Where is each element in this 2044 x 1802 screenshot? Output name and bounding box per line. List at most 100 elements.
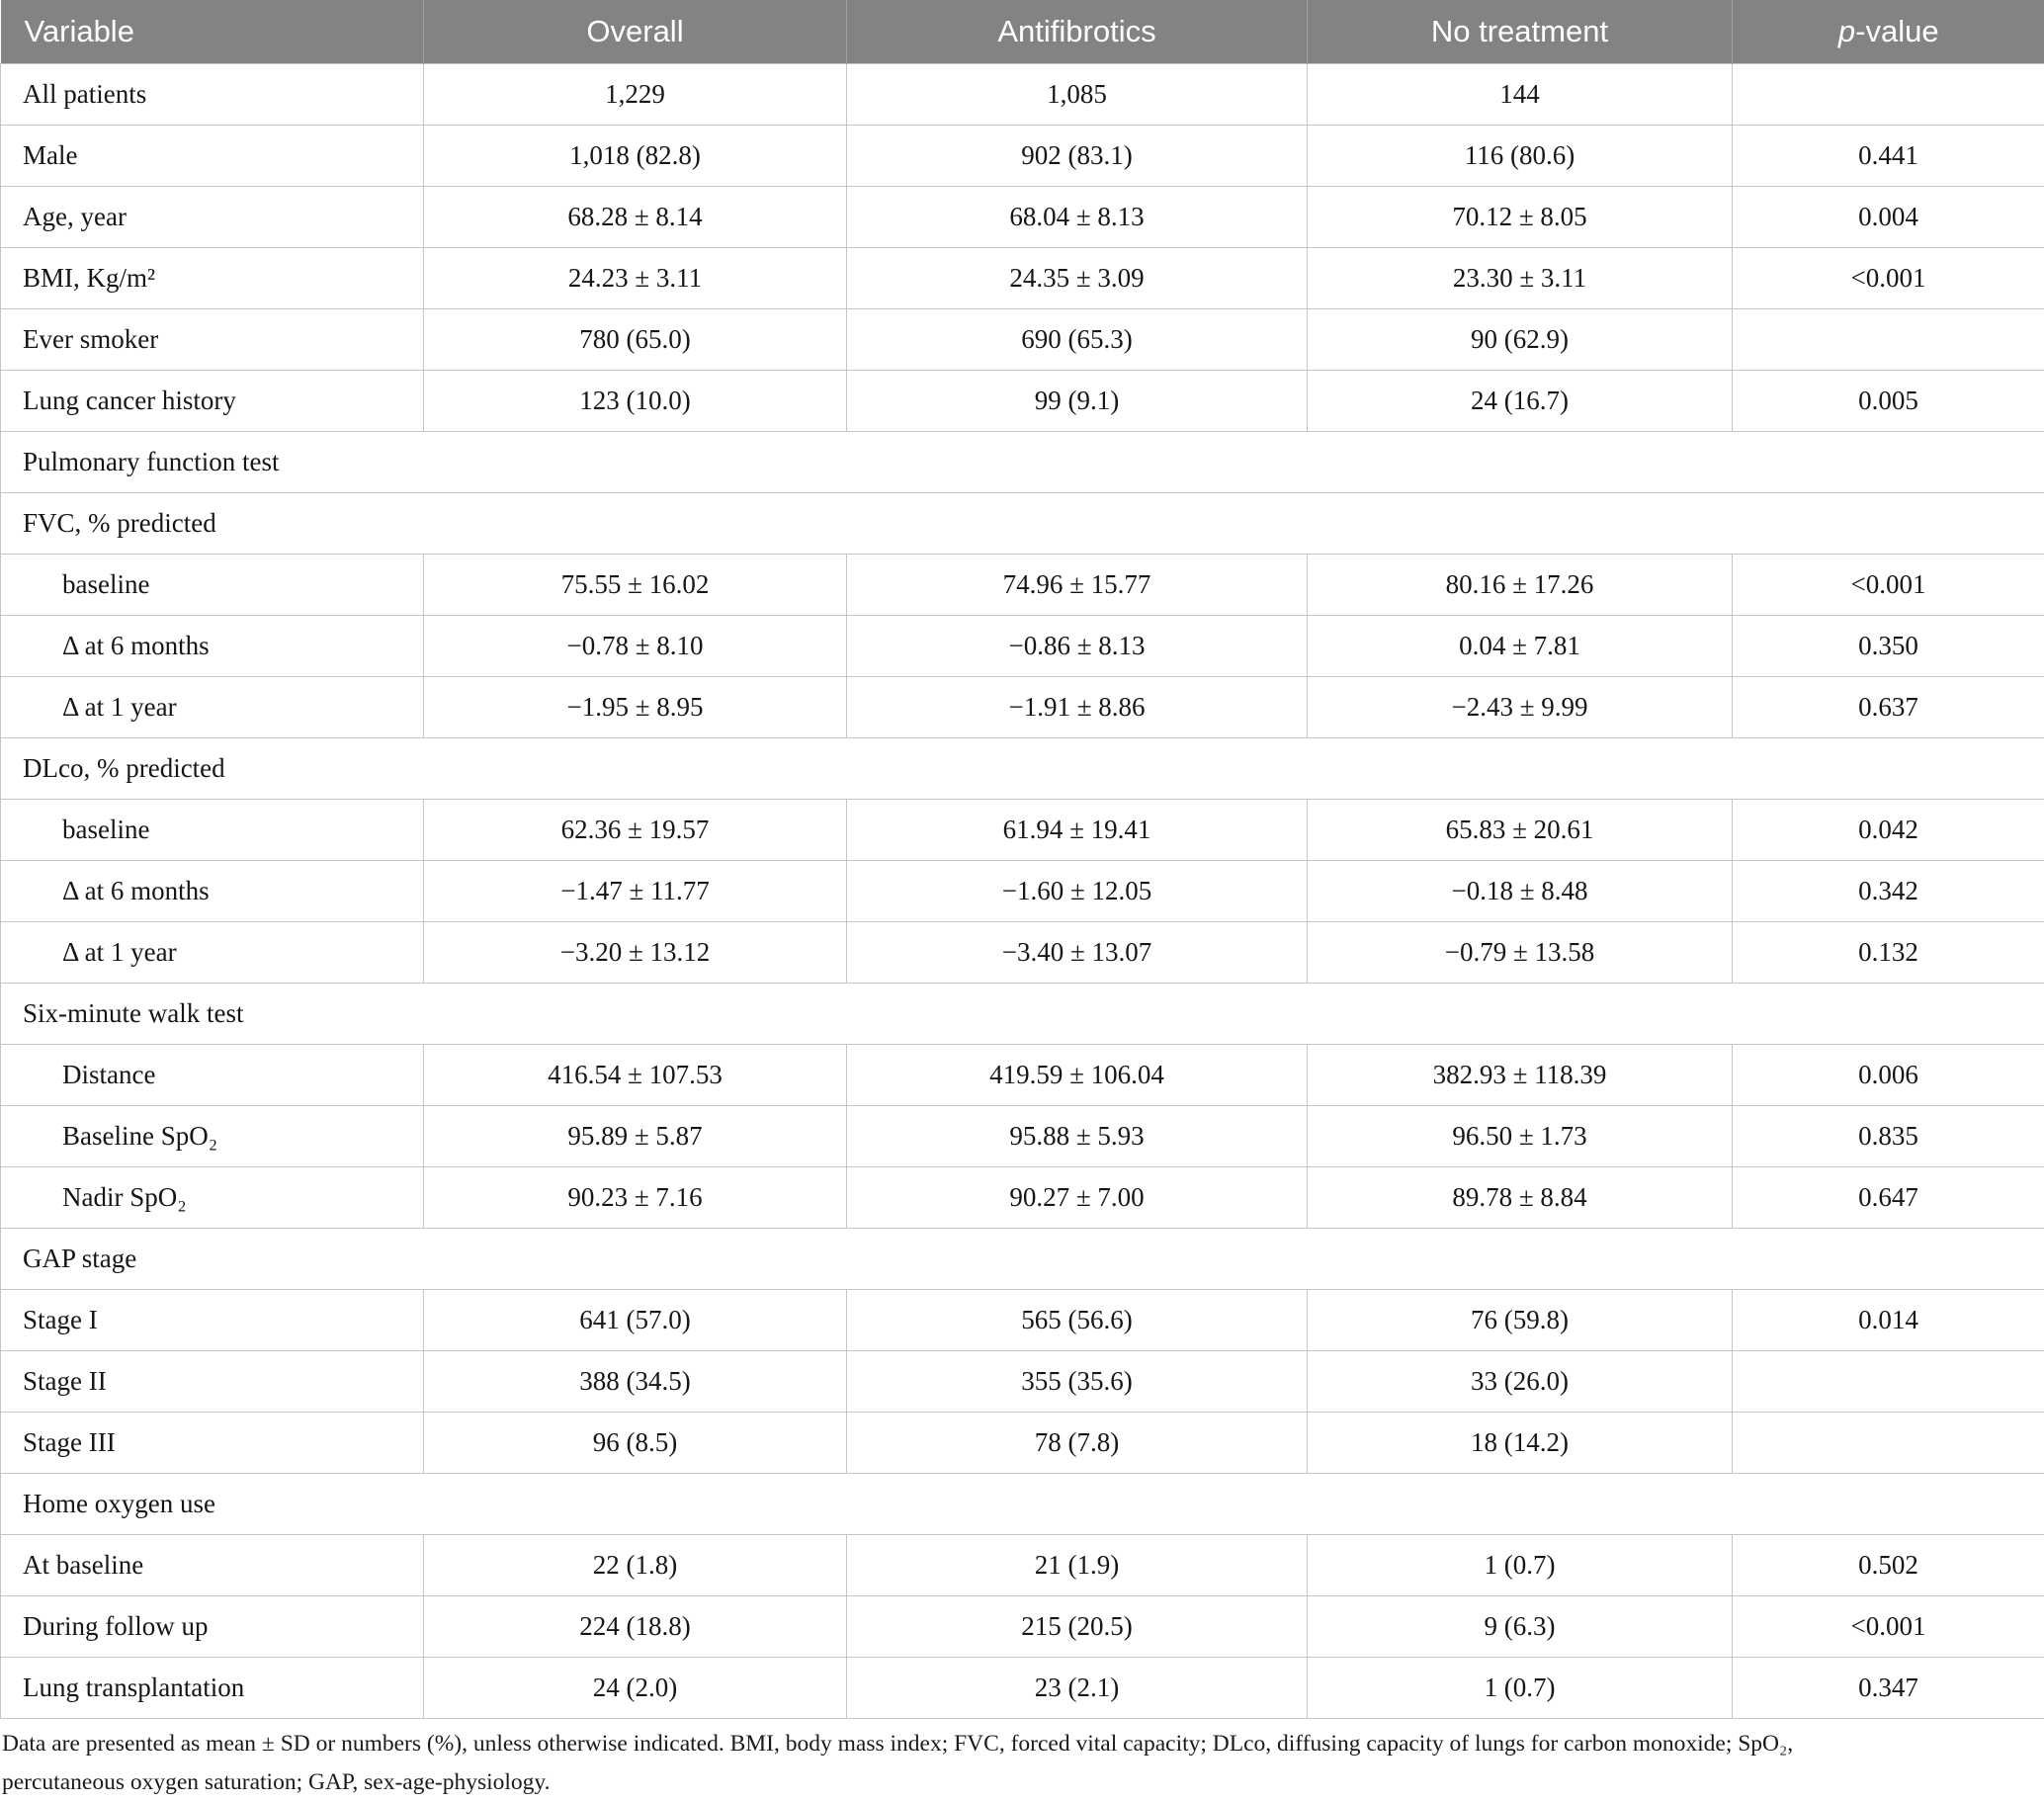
antifibrotics-cell: 1,085 <box>847 63 1308 125</box>
p-value-cell: <0.001 <box>1733 1595 2044 1657</box>
antifibrotics-cell: 355 (35.6) <box>847 1350 1308 1412</box>
section-label: Home oxygen use <box>1 1473 2044 1534</box>
header-antifibrotics: Antifibrotics <box>847 0 1308 63</box>
antifibrotics-cell: 902 (83.1) <box>847 125 1308 186</box>
footnote-line-1: Data are presented as mean ± SD or numbe… <box>2 1725 2044 1763</box>
p-value-cell: 0.006 <box>1733 1044 2044 1105</box>
variable-cell: Ever smoker <box>1 308 424 370</box>
variable-cell: Stage III <box>1 1412 424 1473</box>
p-value-cell: 0.441 <box>1733 125 2044 186</box>
table-header: Variable Overall Antifibrotics No treatm… <box>1 0 2044 63</box>
variable-cell: Distance <box>1 1044 424 1105</box>
antifibrotics-cell: 215 (20.5) <box>847 1595 1308 1657</box>
no-treatment-cell: 24 (16.7) <box>1308 370 1733 431</box>
p-value-cell: 0.835 <box>1733 1105 2044 1166</box>
antifibrotics-cell: 78 (7.8) <box>847 1412 1308 1473</box>
no-treatment-cell: 1 (0.7) <box>1308 1657 1733 1718</box>
p-value-cell: 0.014 <box>1733 1289 2044 1350</box>
variable-cell: At baseline <box>1 1534 424 1595</box>
overall-cell: 123 (10.0) <box>424 370 847 431</box>
overall-cell: 388 (34.5) <box>424 1350 847 1412</box>
header-overall: Overall <box>424 0 847 63</box>
variable-cell: Δ at 6 months <box>1 860 424 921</box>
overall-cell: 780 (65.0) <box>424 308 847 370</box>
variable-cell: baseline <box>1 554 424 615</box>
section-label: GAP stage <box>1 1228 2044 1289</box>
header-variable: Variable <box>1 0 424 63</box>
table-row: Δ at 1 year−1.95 ± 8.95−1.91 ± 8.86−2.43… <box>1 676 2044 737</box>
no-treatment-cell: −0.18 ± 8.48 <box>1308 860 1733 921</box>
p-value-cell <box>1733 308 2044 370</box>
variable-cell: Δ at 1 year <box>1 921 424 983</box>
section-row: GAP stage <box>1 1228 2044 1289</box>
no-treatment-cell: 80.16 ± 17.26 <box>1308 554 1733 615</box>
section-label: DLco, % predicted <box>1 737 2044 799</box>
antifibrotics-cell: 90.27 ± 7.00 <box>847 1166 1308 1228</box>
header-p-value: p-value <box>1733 0 2044 63</box>
p-value-cell <box>1733 1350 2044 1412</box>
table-row: Δ at 6 months−1.47 ± 11.77−1.60 ± 12.05−… <box>1 860 2044 921</box>
header-no-treatment: No treatment <box>1308 0 1733 63</box>
variable-cell: Lung cancer history <box>1 370 424 431</box>
overall-cell: −1.95 ± 8.95 <box>424 676 847 737</box>
overall-cell: 416.54 ± 107.53 <box>424 1044 847 1105</box>
variable-cell: Lung transplantation <box>1 1657 424 1718</box>
overall-cell: 641 (57.0) <box>424 1289 847 1350</box>
variable-cell: Stage II <box>1 1350 424 1412</box>
variable-cell: During follow up <box>1 1595 424 1657</box>
variable-cell: All patients <box>1 63 424 125</box>
overall-cell: 22 (1.8) <box>424 1534 847 1595</box>
overall-cell: 96 (8.5) <box>424 1412 847 1473</box>
table-footnote: Data are presented as mean ± SD or numbe… <box>0 1725 2044 1802</box>
antifibrotics-cell: 74.96 ± 15.77 <box>847 554 1308 615</box>
no-treatment-cell: 18 (14.2) <box>1308 1412 1733 1473</box>
antifibrotics-cell: 68.04 ± 8.13 <box>847 186 1308 247</box>
p-value-cell: <0.001 <box>1733 247 2044 308</box>
overall-cell: 95.89 ± 5.87 <box>424 1105 847 1166</box>
overall-cell: 224 (18.8) <box>424 1595 847 1657</box>
p-value-cell: 0.342 <box>1733 860 2044 921</box>
p-value-cell <box>1733 63 2044 125</box>
antifibrotics-cell: −1.60 ± 12.05 <box>847 860 1308 921</box>
overall-cell: 1,018 (82.8) <box>424 125 847 186</box>
no-treatment-cell: 76 (59.8) <box>1308 1289 1733 1350</box>
antifibrotics-cell: 61.94 ± 19.41 <box>847 799 1308 860</box>
antifibrotics-cell: 24.35 ± 3.09 <box>847 247 1308 308</box>
variable-cell: Male <box>1 125 424 186</box>
antifibrotics-cell: −1.91 ± 8.86 <box>847 676 1308 737</box>
overall-cell: −0.78 ± 8.10 <box>424 615 847 676</box>
section-row: Six-minute walk test <box>1 983 2044 1044</box>
no-treatment-cell: 1 (0.7) <box>1308 1534 1733 1595</box>
p-value-italic: p <box>1838 14 1855 48</box>
no-treatment-cell: 96.50 ± 1.73 <box>1308 1105 1733 1166</box>
p-value-cell: 0.647 <box>1733 1166 2044 1228</box>
footnote-line-2: percutaneous oxygen saturation; GAP, sex… <box>2 1763 2044 1802</box>
no-treatment-cell: 116 (80.6) <box>1308 125 1733 186</box>
variable-cell: Δ at 6 months <box>1 615 424 676</box>
patient-characteristics-table: Variable Overall Antifibrotics No treatm… <box>0 0 2044 1719</box>
p-value-rest: -value <box>1855 14 1938 48</box>
no-treatment-cell: 90 (62.9) <box>1308 308 1733 370</box>
antifibrotics-cell: 21 (1.9) <box>847 1534 1308 1595</box>
no-treatment-cell: 23.30 ± 3.11 <box>1308 247 1733 308</box>
no-treatment-cell: 9 (6.3) <box>1308 1595 1733 1657</box>
antifibrotics-cell: −0.86 ± 8.13 <box>847 615 1308 676</box>
no-treatment-cell: 382.93 ± 118.39 <box>1308 1044 1733 1105</box>
p-value-cell <box>1733 1412 2044 1473</box>
section-label: Pulmonary function test <box>1 431 2044 492</box>
variable-cell: Stage I <box>1 1289 424 1350</box>
section-row: FVC, % predicted <box>1 492 2044 554</box>
section-row: DLco, % predicted <box>1 737 2044 799</box>
